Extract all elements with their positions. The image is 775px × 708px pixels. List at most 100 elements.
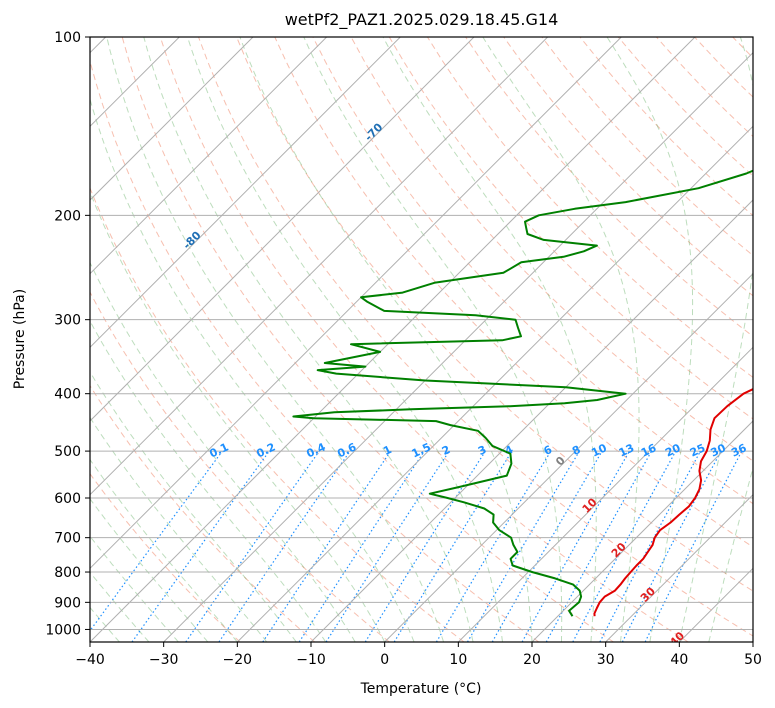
dry-adiabat <box>90 291 390 642</box>
dry-adiabat <box>656 37 753 138</box>
moist-adiabat <box>187 37 503 642</box>
mixing-ratio-label: 16 <box>639 441 659 459</box>
x-tick-label: −10 <box>296 652 326 668</box>
y-tick-label: 100 <box>54 30 81 46</box>
mixing-ratio-line <box>644 450 743 642</box>
mixing-ratio-label: 1 <box>381 443 393 458</box>
isotherm-line <box>90 37 622 570</box>
isotherm-line <box>678 567 753 642</box>
mixing-ratio-line <box>298 450 425 642</box>
moist-adiabat <box>143 37 474 642</box>
mixing-ratio-label: 0.1 <box>207 440 230 460</box>
moist-adiabat <box>606 37 694 642</box>
y-tick-label: 500 <box>54 444 81 460</box>
dry-adiabat <box>121 37 614 642</box>
moist-adiabat <box>90 416 268 642</box>
isotherm-line <box>236 125 753 642</box>
mixing-ratio-label: 2 <box>440 443 452 458</box>
dry-adiabat <box>90 472 241 642</box>
mixing-ratio-line <box>393 450 513 642</box>
dry-adiabat <box>236 37 753 592</box>
isotherm-line <box>605 493 753 642</box>
mixing-ratio-line <box>185 450 320 642</box>
moist-adiabat <box>382 37 597 642</box>
plot-frame <box>89 36 754 643</box>
mixing-ratio-label: 25 <box>688 441 707 459</box>
mixing-ratio-line <box>572 450 677 642</box>
x-tick-label: −30 <box>149 652 179 668</box>
dewpoint-profile-line <box>292 169 753 617</box>
warm-isotherm-label: 40 <box>667 629 687 649</box>
moist-adiabat <box>239 37 533 642</box>
x-tick-label: −40 <box>75 652 105 668</box>
dry-adiabat <box>350 37 753 462</box>
mixing-ratio-label: 30 <box>708 441 728 459</box>
mixing-ratio-label: 36 <box>729 441 749 459</box>
isotherm-line <box>90 37 549 496</box>
mixing-ratio-label: 1.5 <box>410 440 433 460</box>
isotherm-line <box>384 272 753 642</box>
dry-adiabat <box>90 59 540 642</box>
dry-adiabat <box>388 37 753 420</box>
mixing-ratio-line <box>262 450 392 642</box>
isotherm-line <box>90 37 475 422</box>
moist-adiabat <box>90 370 297 642</box>
moist-adiabat <box>708 465 753 642</box>
isotherm-line <box>457 346 753 642</box>
isotherm-line <box>531 420 753 642</box>
moist-adiabat <box>90 261 356 642</box>
y-tick-label: 400 <box>54 387 81 403</box>
mixing-ratio-label: 0.6 <box>335 440 358 460</box>
x-tick-label: 40 <box>670 652 688 668</box>
mixing-ratio-line <box>90 450 223 632</box>
mixing-ratio-line <box>325 450 450 642</box>
y-tick-label: 700 <box>54 531 81 547</box>
moist-adiabat <box>106 37 445 642</box>
y-axis-label: Pressure (hPa) <box>12 289 28 389</box>
mixing-ratio-line <box>131 450 270 642</box>
mixing-ratio-line <box>364 450 486 642</box>
x-tick-label: 50 <box>744 652 762 668</box>
dry-adiabat <box>274 37 753 548</box>
warm-isotherm-label: 20 <box>609 540 629 560</box>
dry-adiabat <box>503 37 753 297</box>
y-tick-label: 1000 <box>45 622 81 638</box>
x-tick-label: 10 <box>449 652 467 668</box>
y-tick-label: 900 <box>54 595 81 611</box>
moist-adiabat <box>90 320 327 642</box>
dry-adiabat <box>465 37 753 338</box>
dry-adiabat <box>771 37 775 642</box>
isotherm-line <box>752 641 753 642</box>
isotherm-line <box>163 51 753 642</box>
mixing-ratio-line <box>218 450 351 642</box>
x-tick-label: −20 <box>223 652 253 668</box>
isotherm-line <box>90 37 696 642</box>
dry-adiabat <box>90 384 316 642</box>
moist-adiabat <box>90 535 179 642</box>
mixing-ratio-label: 0.4 <box>304 440 327 460</box>
moist-adiabat <box>678 37 753 642</box>
dry-adiabat <box>732 37 753 59</box>
dry-adiabat <box>159 37 689 642</box>
temperature-profile-line <box>593 387 753 617</box>
dry-adiabat <box>694 37 753 98</box>
mixing-ratio-line <box>521 450 631 642</box>
y-tick-label: 200 <box>54 208 81 224</box>
isotherm-label: -60 <box>544 12 567 35</box>
x-tick-label: 20 <box>523 652 541 668</box>
y-tick-label: 600 <box>54 491 81 507</box>
dry-adiabat <box>312 37 753 505</box>
isotherm-line <box>90 37 401 349</box>
mixing-ratio-label: 6 <box>542 443 555 458</box>
moist-adiabat <box>303 37 563 642</box>
moist-adiabat <box>90 97 415 642</box>
isotherm-label: -70 <box>362 120 385 143</box>
moist-adiabat <box>90 190 386 642</box>
mixing-ratio-label: 3 <box>476 443 488 458</box>
dry-adiabat <box>426 37 753 378</box>
mixing-ratio-line <box>545 450 653 642</box>
chart-title: wetPf2_PAZ1.2025.029.18.45.G14 <box>284 10 559 29</box>
isotherm-line <box>90 37 328 275</box>
mixing-ratio-label: 20 <box>663 441 683 459</box>
